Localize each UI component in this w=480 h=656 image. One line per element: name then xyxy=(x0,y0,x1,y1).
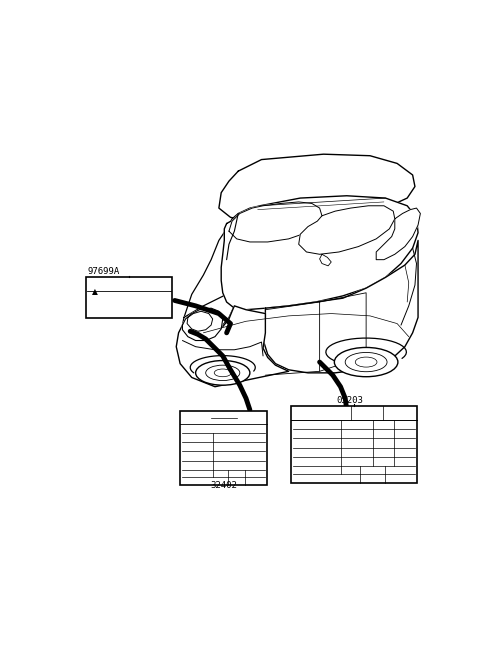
Ellipse shape xyxy=(196,361,250,385)
Text: 97699A: 97699A xyxy=(87,267,120,276)
Polygon shape xyxy=(221,195,418,310)
Bar xyxy=(180,411,267,485)
Polygon shape xyxy=(229,202,322,242)
Bar xyxy=(85,277,172,318)
Text: ▲: ▲ xyxy=(92,287,97,297)
Polygon shape xyxy=(182,308,223,340)
Text: 05203: 05203 xyxy=(336,396,363,405)
Bar xyxy=(291,406,417,483)
Polygon shape xyxy=(263,240,418,373)
Polygon shape xyxy=(299,206,395,255)
Polygon shape xyxy=(182,226,340,335)
Ellipse shape xyxy=(335,348,398,377)
Polygon shape xyxy=(376,208,420,260)
Text: 32402: 32402 xyxy=(210,481,237,489)
Polygon shape xyxy=(176,306,288,387)
